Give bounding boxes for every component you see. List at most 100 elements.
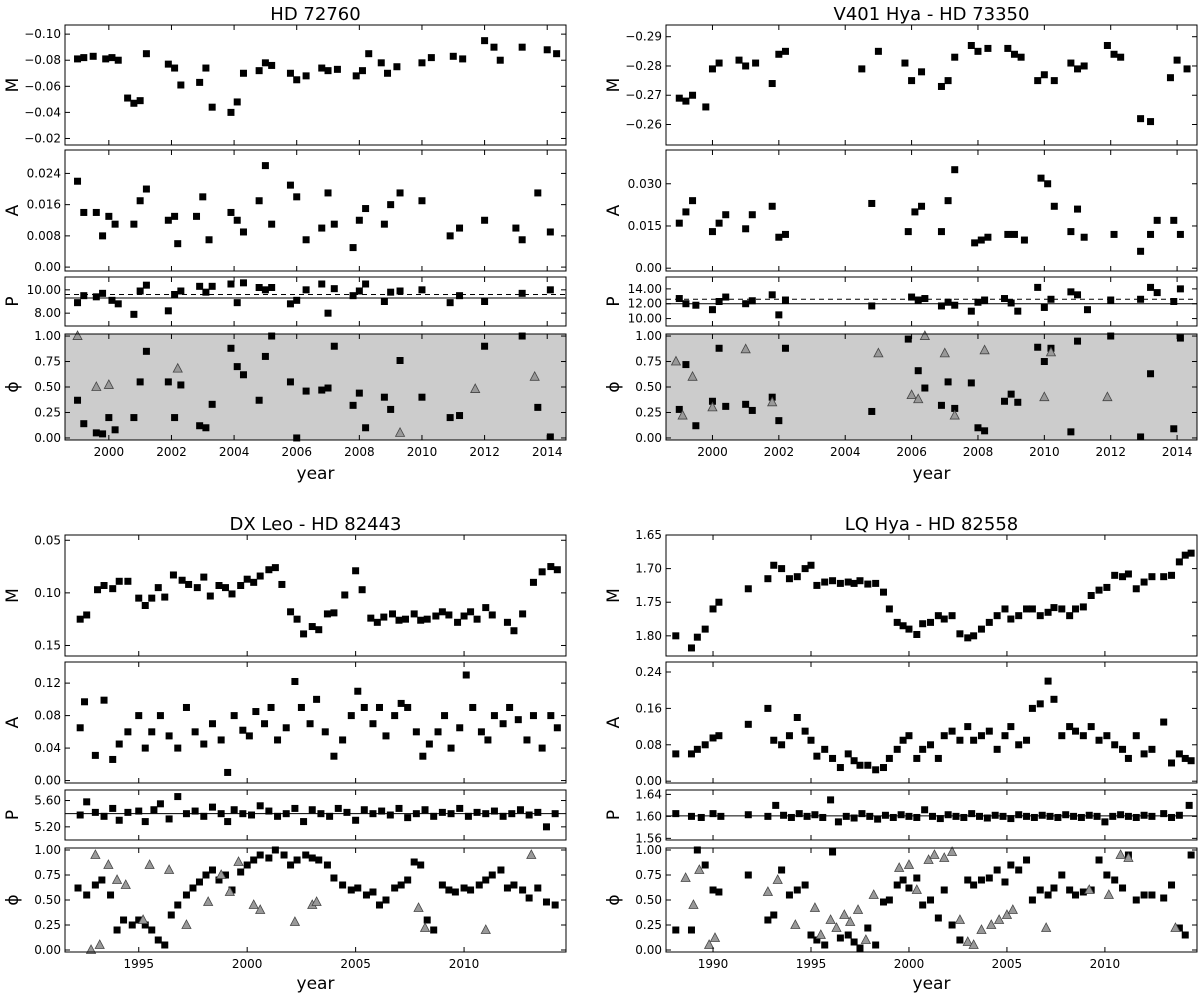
data-point xyxy=(971,239,979,247)
data-point xyxy=(81,698,89,706)
data-point xyxy=(1017,53,1025,61)
data-point xyxy=(208,103,216,111)
data-point xyxy=(897,811,905,819)
data-point xyxy=(553,724,561,732)
data-point xyxy=(785,575,793,583)
triangle-point xyxy=(224,886,235,896)
data-point xyxy=(196,282,204,290)
data-point xyxy=(836,579,844,587)
data-point xyxy=(265,566,273,574)
data-point xyxy=(142,50,150,58)
data-point xyxy=(446,299,454,307)
data-point xyxy=(352,816,360,824)
data-point xyxy=(868,407,876,415)
data-point xyxy=(715,298,723,305)
y-axis-label: A xyxy=(3,716,23,728)
data-point xyxy=(1058,605,1066,613)
data-point xyxy=(185,580,193,588)
data-point xyxy=(1085,811,1093,819)
triangle-point xyxy=(939,347,950,358)
triangle-point xyxy=(873,347,884,358)
data-point xyxy=(462,671,470,679)
data-point xyxy=(1175,750,1183,758)
data-point xyxy=(369,888,377,896)
data-point xyxy=(764,812,772,820)
data-point xyxy=(1137,295,1145,303)
y-tick-label: 0.25 xyxy=(34,918,61,932)
y-axis-label: M xyxy=(3,588,23,603)
data-point xyxy=(330,752,338,760)
data-point xyxy=(378,807,386,815)
data-point xyxy=(827,796,835,804)
y-tick-label: 0.50 xyxy=(635,893,662,907)
data-point xyxy=(866,812,874,820)
data-point xyxy=(693,633,701,641)
panel-frame xyxy=(665,534,1198,657)
data-point xyxy=(948,921,956,929)
y-tick-label: 0.016 xyxy=(27,198,61,212)
y-tick-label: 0.00 xyxy=(635,943,662,957)
data-point xyxy=(402,615,410,623)
data-point xyxy=(377,59,385,67)
data-point xyxy=(918,202,926,210)
data-point xyxy=(418,393,426,401)
data-point xyxy=(397,881,405,889)
data-point xyxy=(970,881,978,889)
x-tick-label: 2010 xyxy=(1029,445,1060,459)
data-point xyxy=(387,288,395,296)
data-point xyxy=(510,881,518,889)
data-point xyxy=(534,884,542,892)
data-point xyxy=(233,299,241,307)
data-point xyxy=(396,189,404,197)
data-point xyxy=(142,347,150,355)
data-point xyxy=(864,761,872,769)
data-point xyxy=(850,579,858,587)
data-point xyxy=(775,50,783,58)
data-point xyxy=(293,615,301,623)
triangle-point xyxy=(680,872,691,882)
data-point xyxy=(268,61,276,69)
data-point xyxy=(200,740,208,748)
data-point xyxy=(905,625,913,633)
data-point xyxy=(396,287,404,295)
data-point xyxy=(1170,425,1178,433)
data-point xyxy=(224,768,232,776)
chart-v401hya: V401 Hya - HD 73350 −0.29 −0.28 −0.27 −0.26 M… xyxy=(604,4,1198,484)
data-point xyxy=(323,610,331,618)
data-point xyxy=(752,59,760,67)
data-point xyxy=(243,575,251,583)
data-point xyxy=(349,401,357,409)
data-point xyxy=(412,728,420,736)
data-point xyxy=(150,806,158,814)
data-point xyxy=(456,224,464,232)
data-point xyxy=(174,240,182,248)
data-point xyxy=(141,818,149,826)
data-point xyxy=(1050,77,1058,85)
triangle-point xyxy=(839,909,850,919)
data-point xyxy=(856,577,864,585)
data-point xyxy=(778,741,786,749)
data-point xyxy=(89,52,97,60)
data-point xyxy=(927,896,935,904)
data-point xyxy=(919,901,927,909)
data-point xyxy=(1176,230,1184,238)
data-point xyxy=(343,808,351,816)
data-point xyxy=(261,286,269,294)
y-tick-label: 0.24 xyxy=(635,665,662,679)
y-tick-label: 0.00 xyxy=(34,431,61,445)
data-point xyxy=(120,916,128,924)
data-point xyxy=(516,806,524,814)
y-tick-label: −0.04 xyxy=(24,105,61,119)
data-point xyxy=(1168,759,1176,767)
data-point xyxy=(459,55,467,63)
data-point xyxy=(396,357,404,364)
data-point xyxy=(261,162,269,170)
data-point xyxy=(722,211,730,219)
data-point xyxy=(874,47,882,55)
data-point xyxy=(227,280,235,288)
data-point xyxy=(99,232,107,240)
data-point xyxy=(1015,741,1023,749)
data-point xyxy=(1111,741,1119,749)
data-point xyxy=(829,577,837,585)
data-point xyxy=(506,703,514,711)
